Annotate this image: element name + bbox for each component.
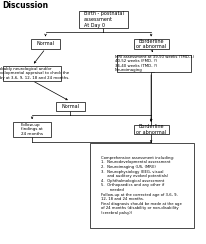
Text: Normal: Normal <box>36 41 54 46</box>
Text: MRI assessment at 39-50 weeks (TMD-1)
40-52 weeks (FMD- ?)
36-40 weeks (TMD- ?)
: MRI assessment at 39-50 weeks (TMD-1) 40… <box>114 55 193 72</box>
FancyBboxPatch shape <box>133 125 168 134</box>
FancyBboxPatch shape <box>13 122 50 137</box>
FancyBboxPatch shape <box>90 143 193 228</box>
Text: Comprehensive assessment including:
1.  Neurodevelopmental assessment
2.  Neuroi: Comprehensive assessment including: 1. N… <box>101 156 181 215</box>
Text: Borderline
or abnormal: Borderline or abnormal <box>135 124 165 135</box>
FancyBboxPatch shape <box>56 102 84 111</box>
Text: Follow-up
findings at
24 months: Follow-up findings at 24 months <box>21 123 43 136</box>
FancyBboxPatch shape <box>78 11 128 28</box>
Text: Normal: Normal <box>61 104 79 109</box>
FancyBboxPatch shape <box>3 66 61 81</box>
Text: Probably neurological and/or
developmental appraisal to check the
baby at 3-6, 9: Probably neurological and/or development… <box>0 67 69 80</box>
FancyBboxPatch shape <box>133 39 168 49</box>
Text: Borderline
or abnormal: Borderline or abnormal <box>135 39 165 49</box>
FancyBboxPatch shape <box>31 39 60 49</box>
Text: Birth - postnatal
assessment
At Day 0: Birth - postnatal assessment At Day 0 <box>83 11 123 28</box>
Text: Discussion: Discussion <box>2 1 48 10</box>
FancyBboxPatch shape <box>116 55 191 72</box>
